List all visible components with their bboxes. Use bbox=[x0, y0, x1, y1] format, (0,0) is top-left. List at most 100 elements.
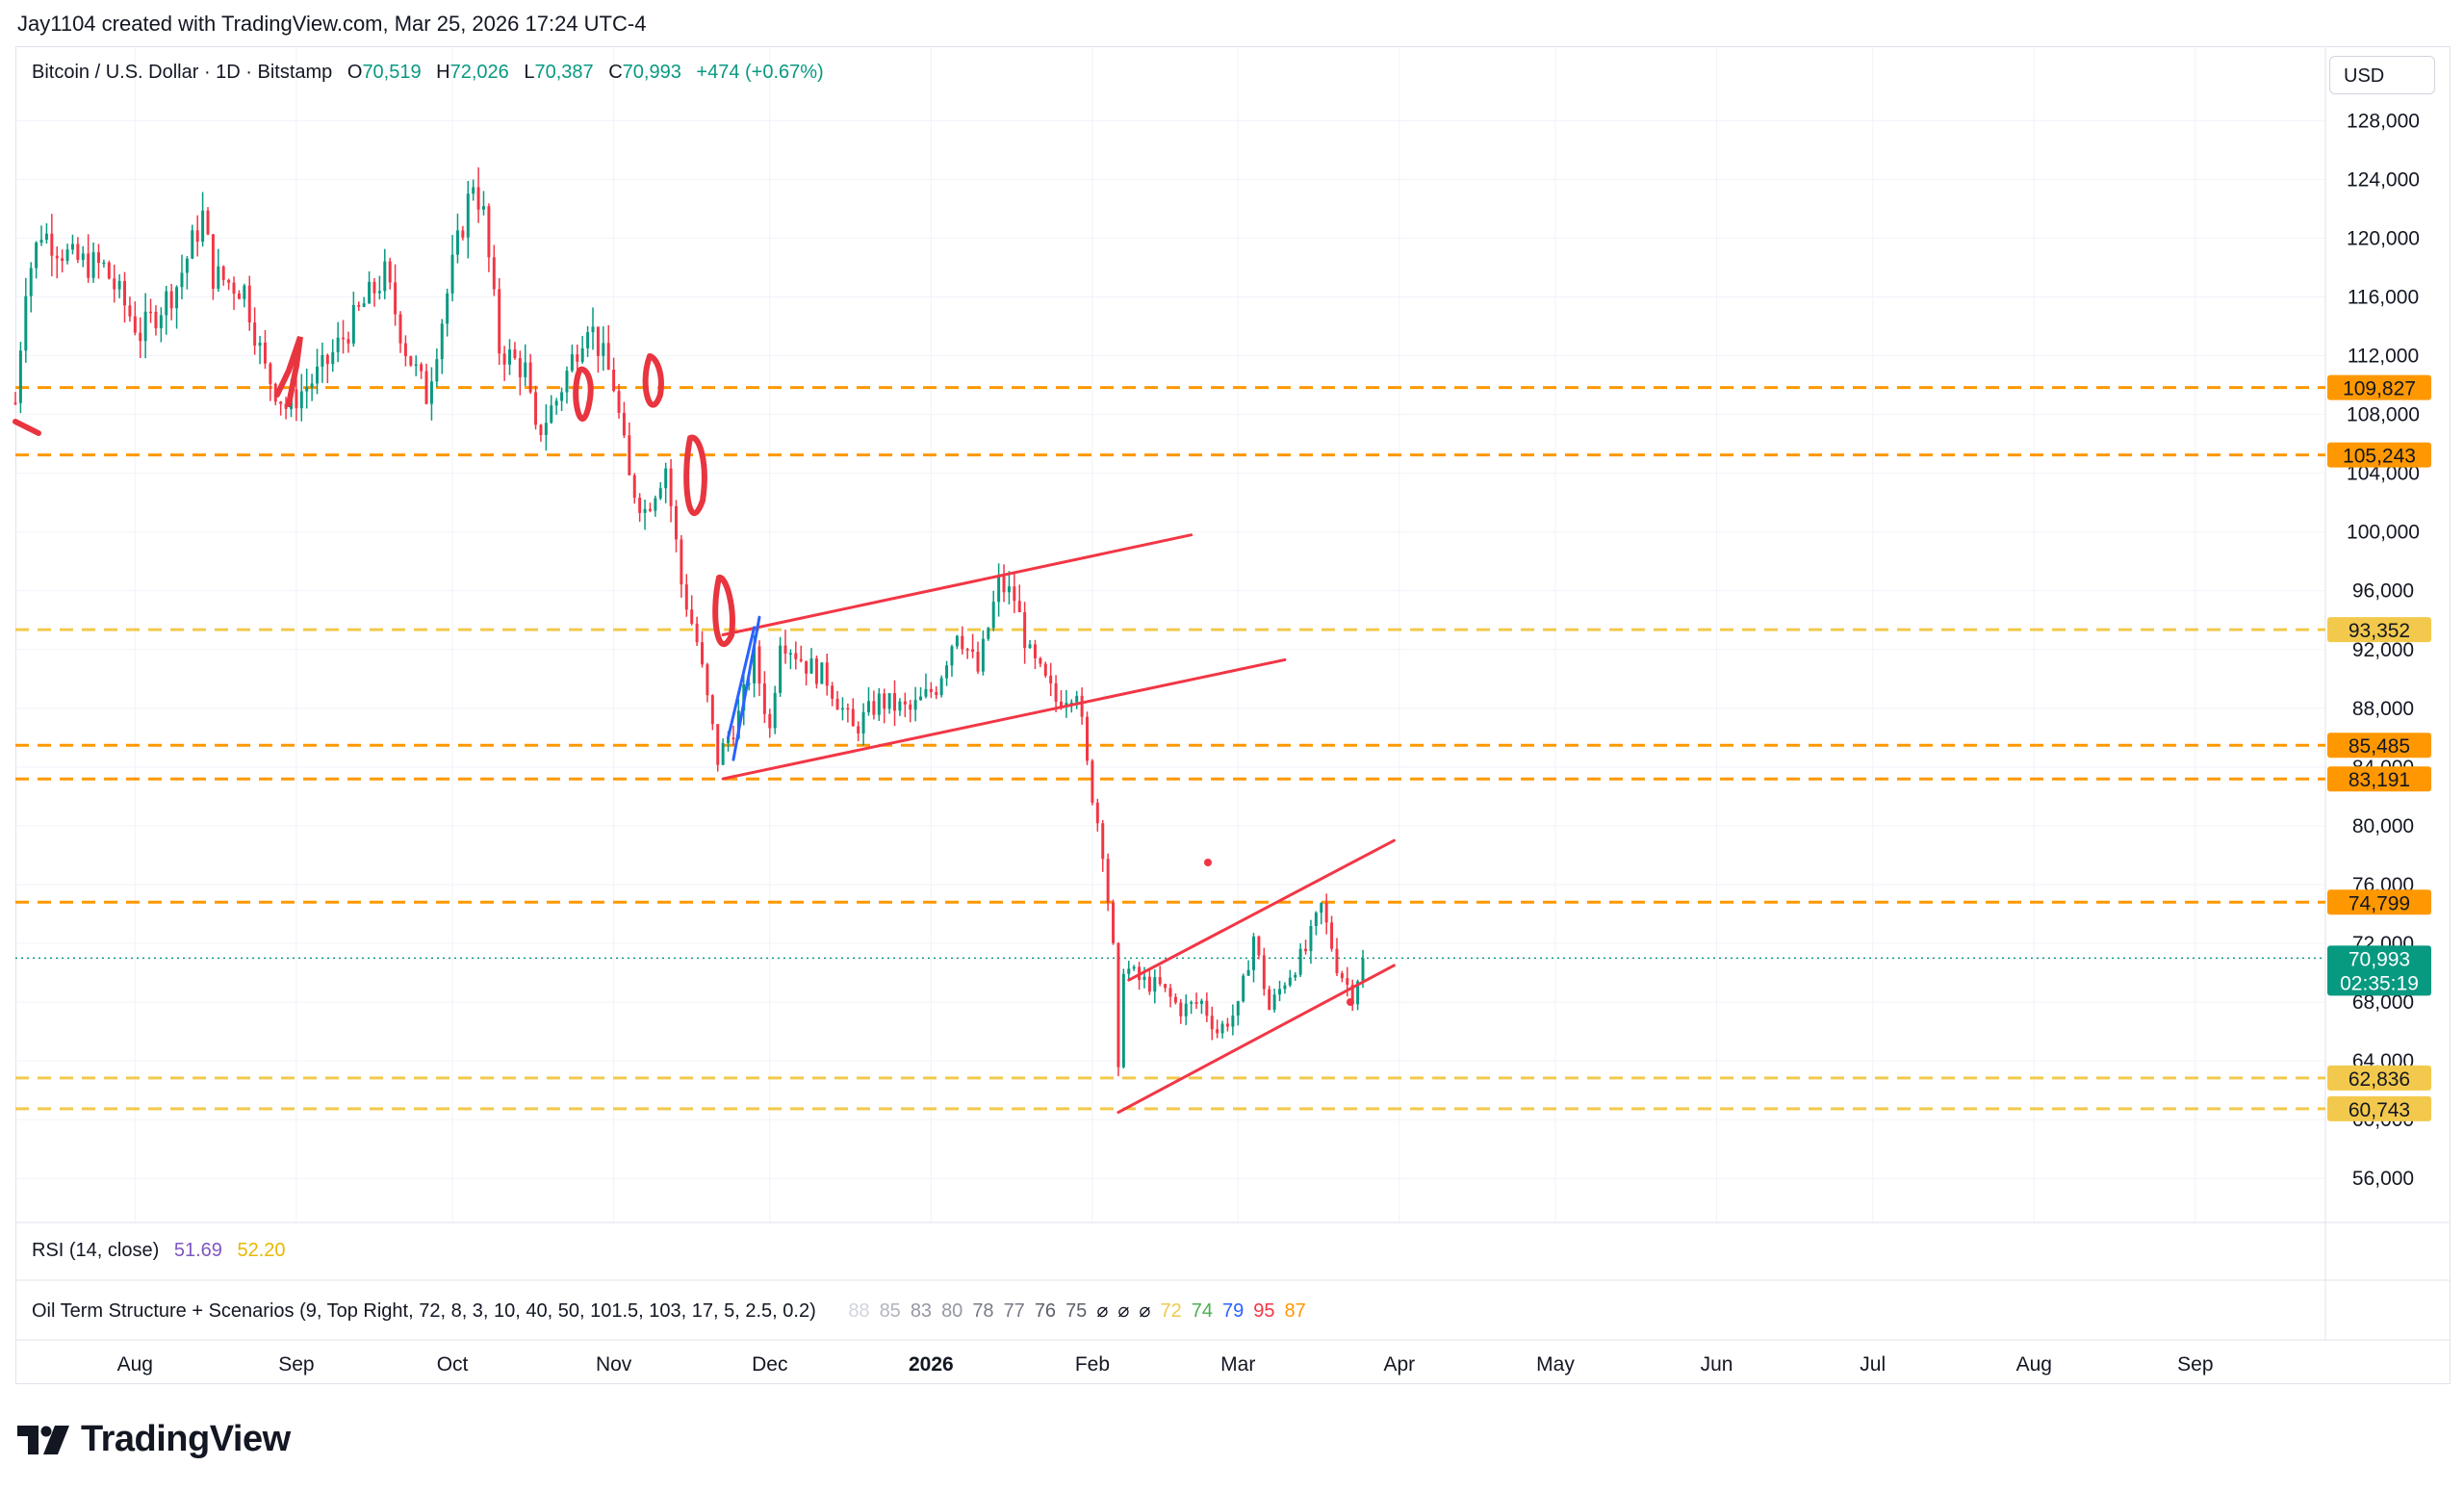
candle-body bbox=[695, 623, 699, 643]
candle-body bbox=[1236, 1001, 1240, 1016]
candle-body bbox=[809, 658, 813, 674]
rsi-label[interactable]: RSI (14, close) bbox=[32, 1240, 160, 1261]
candle-body bbox=[113, 278, 116, 290]
candle-body bbox=[732, 737, 735, 739]
price-tick-label: 124,000 bbox=[2347, 168, 2420, 191]
candle-body bbox=[658, 488, 662, 499]
trendline bbox=[721, 533, 1194, 636]
candle-body bbox=[446, 293, 449, 324]
candle-body bbox=[502, 353, 506, 365]
oil-value-1: 85 bbox=[879, 1300, 901, 1322]
oil-value-15: 87 bbox=[1284, 1300, 1306, 1322]
candle-body bbox=[867, 701, 870, 712]
candle-body bbox=[336, 337, 340, 352]
candle-body bbox=[534, 392, 538, 425]
time-tick-label: Oct bbox=[437, 1353, 469, 1376]
rsi-legend[interactable]: RSI (14, close) 51.69 52.20 bbox=[32, 1240, 295, 1262]
level-price-label: 62,836 bbox=[2348, 1068, 2410, 1091]
candle-body bbox=[1028, 644, 1032, 649]
candle-body bbox=[206, 210, 210, 235]
candle-body bbox=[70, 244, 74, 250]
candle-body bbox=[1252, 937, 1255, 970]
candle-body bbox=[883, 693, 886, 709]
candle-body bbox=[154, 311, 158, 329]
candle-body bbox=[570, 354, 574, 372]
level-price-label: 109,827 bbox=[2343, 378, 2416, 400]
candle-body bbox=[753, 646, 757, 683]
candle-body bbox=[680, 539, 683, 585]
candle-body bbox=[362, 303, 366, 307]
candle-body bbox=[1116, 942, 1120, 1068]
candle-body bbox=[664, 468, 668, 489]
candle-body bbox=[1257, 937, 1261, 956]
candle-body bbox=[1106, 859, 1110, 903]
candle-body bbox=[253, 322, 257, 347]
tradingview-logo[interactable]: TradingView bbox=[17, 1419, 291, 1460]
candle-body bbox=[773, 692, 777, 729]
candle-body bbox=[342, 337, 346, 340]
candle-body bbox=[305, 387, 309, 392]
candle-body bbox=[466, 193, 470, 238]
candle-body bbox=[498, 289, 501, 354]
candle-body bbox=[524, 362, 527, 377]
candle-body bbox=[237, 293, 241, 299]
candle-body bbox=[1298, 948, 1302, 975]
oil-value-6: 76 bbox=[1034, 1300, 1057, 1322]
trendline bbox=[727, 626, 757, 739]
candle-body bbox=[169, 291, 173, 309]
candle-body bbox=[279, 401, 283, 404]
candle-body bbox=[825, 662, 829, 686]
candle-body bbox=[1173, 996, 1177, 1003]
logo-text: TradingView bbox=[81, 1419, 291, 1459]
price-axis[interactable]: 56,00060,00064,00068,00072,00076,00080,0… bbox=[2327, 110, 2431, 1190]
candle-body bbox=[76, 244, 80, 260]
time-axis[interactable]: Aug Sep Oct Nov Dec 2026 Feb Mar Apr May Jun Jul Aug… bbox=[117, 1353, 2214, 1376]
currency-selector[interactable]: USD bbox=[2329, 56, 2435, 94]
candle-body bbox=[403, 343, 407, 357]
candle-body bbox=[539, 424, 543, 435]
candle-body bbox=[217, 266, 220, 289]
candle-body bbox=[580, 347, 584, 362]
candle-body bbox=[1361, 958, 1365, 982]
candle-body bbox=[820, 662, 824, 684]
candle-body bbox=[1220, 1023, 1224, 1034]
candle-body bbox=[351, 304, 355, 344]
candle-body bbox=[961, 635, 964, 650]
price-tick-label: 108,000 bbox=[2347, 404, 2420, 426]
candle-body bbox=[91, 252, 95, 278]
price-tick-label: 100,000 bbox=[2347, 522, 2420, 544]
candle-body bbox=[346, 339, 350, 344]
candle-body bbox=[1153, 977, 1157, 992]
candle-body bbox=[331, 351, 335, 365]
candle-body bbox=[861, 711, 865, 734]
oil-indicator-legend[interactable]: Oil Term Structure + Scenarios (9, Top R… bbox=[32, 1299, 1325, 1323]
symbol-title[interactable]: Bitcoin / U.S. Dollar · 1D · Bitstamp bbox=[32, 62, 333, 83]
candle-body bbox=[528, 362, 532, 393]
oil-indicator-label[interactable]: Oil Term Structure + Scenarios (9, Top R… bbox=[32, 1300, 816, 1322]
candle-body bbox=[976, 652, 980, 672]
candle-body bbox=[476, 187, 480, 210]
candle-body bbox=[1039, 657, 1042, 664]
trendline bbox=[1116, 964, 1396, 1115]
time-tick-label: Mar bbox=[1220, 1353, 1255, 1376]
candle-body bbox=[35, 243, 38, 269]
candle-body bbox=[1304, 948, 1308, 952]
hand-drawn-mark bbox=[712, 575, 735, 647]
candle-body bbox=[857, 726, 860, 734]
candle-body bbox=[97, 252, 100, 264]
candle-body bbox=[1184, 1003, 1188, 1016]
candle-body bbox=[690, 609, 694, 624]
candle-body bbox=[310, 383, 314, 388]
candle-body bbox=[269, 363, 272, 384]
candle-body bbox=[221, 266, 225, 280]
candle-body bbox=[263, 342, 267, 364]
candle-body bbox=[1158, 977, 1162, 985]
candle-body bbox=[409, 356, 413, 366]
candle-body bbox=[102, 262, 106, 265]
candle-body bbox=[757, 646, 761, 684]
candle-body bbox=[1095, 802, 1099, 824]
symbol-legend[interactable]: Bitcoin / U.S. Dollar · 1D · Bitstamp O7… bbox=[32, 62, 834, 84]
candle-body bbox=[87, 253, 90, 278]
candle-body bbox=[1194, 1002, 1198, 1004]
